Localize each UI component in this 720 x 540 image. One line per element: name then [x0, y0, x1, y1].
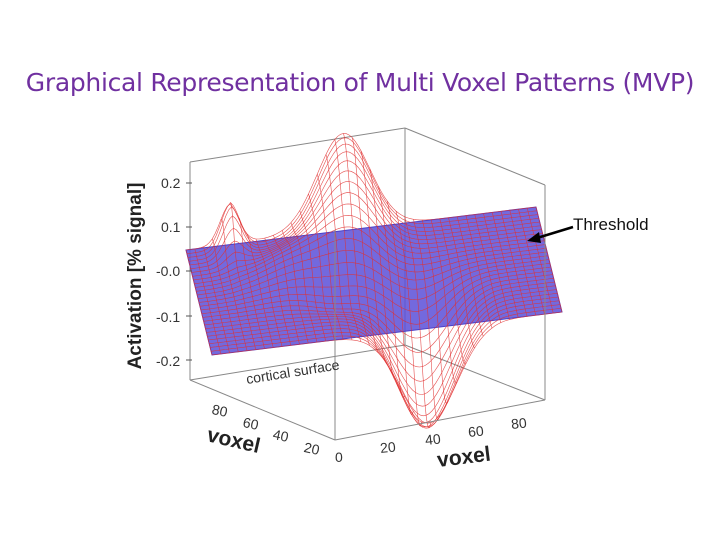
threshold-label: Threshold [573, 215, 649, 234]
z-axis: 0.2 0.1 -0.0 -0.1 -0.2 Activation [% sig… [125, 175, 192, 369]
z-axis-title: Activation [% signal] [125, 183, 146, 370]
surface-grid-line [535, 206, 563, 313]
surface-grid-line [527, 208, 554, 314]
y-tick-label: 40 [272, 426, 291, 445]
surface-grid-line [290, 222, 318, 343]
floor-label: cortical surface [245, 356, 341, 387]
z-tick-label: -0.1 [156, 309, 180, 325]
z-tick-label: 0.2 [161, 175, 181, 191]
z-tick-label: -0.0 [156, 263, 180, 279]
x-axis-title: voxel [436, 443, 492, 472]
surface-grid-line [343, 133, 370, 346]
x-axis: 0 20 40 60 80 voxel [335, 414, 528, 472]
surface-grid-line [299, 210, 327, 342]
x-tick-label: 0 [335, 449, 343, 465]
z-tick-label: -0.2 [156, 353, 180, 369]
y-axis: 80 60 40 20 voxel [205, 401, 321, 458]
surface-grid-line [203, 246, 230, 353]
surface-grid-line [404, 216, 432, 429]
surface-grid-line [395, 211, 423, 427]
x-tick-label: 60 [467, 422, 484, 440]
surface-grid-line [457, 216, 484, 337]
surface-grid-line [282, 230, 309, 344]
surface-grid-line [273, 235, 300, 345]
y-tick-label: 60 [242, 414, 261, 433]
surface-grid-line [255, 238, 283, 347]
surface-grid-line [334, 139, 362, 342]
surface-grid-line [413, 219, 440, 420]
y-tick-label: 20 [303, 439, 322, 458]
x-tick-label: 40 [424, 430, 441, 448]
surface-grid-line [185, 249, 213, 356]
threshold-arrow [536, 225, 574, 240]
surface-grid-line [474, 214, 502, 323]
slide-title: Graphical Representation of Multi Voxel … [25, 68, 695, 97]
surface-grid-line [422, 219, 449, 404]
surface-grid-line [518, 209, 545, 315]
x-tick-label: 80 [510, 414, 527, 432]
surface-grid-line [264, 238, 292, 346]
surface-grid-line [483, 213, 510, 320]
surface-grid-line [500, 211, 528, 317]
surface-grid-line [194, 248, 222, 354]
surface-grid-line [212, 238, 239, 352]
surface-grid-line [509, 210, 537, 316]
x-tick-label: 20 [379, 438, 396, 456]
activation-surface [185, 133, 563, 429]
surface-grid-line [378, 186, 405, 398]
z-tick-label: 0.1 [161, 219, 181, 235]
threshold-arrow-head [527, 232, 541, 243]
surface-grid-line [220, 218, 248, 351]
y-tick-label: 80 [211, 401, 230, 420]
surface-grid-line [308, 193, 335, 341]
surface-grid-line [465, 215, 493, 329]
surface-grid-line [247, 233, 274, 348]
surface-grid-line [360, 150, 388, 365]
surface-grid-line [448, 217, 475, 349]
surface-grid-line [369, 168, 396, 380]
surface-grid-line [238, 217, 265, 349]
surface-grid-line [352, 137, 379, 354]
surface-grid-line [325, 154, 353, 340]
surface-grid-line [430, 219, 458, 384]
threshold-annotation: Threshold [527, 215, 649, 243]
surface-grid-line [229, 202, 257, 350]
surface-grid-line [387, 201, 414, 415]
surface-grid-line [439, 218, 466, 365]
plot-box-front [189, 185, 546, 441]
surface-grid-line [492, 212, 519, 318]
surface-grid-line [317, 174, 344, 340]
